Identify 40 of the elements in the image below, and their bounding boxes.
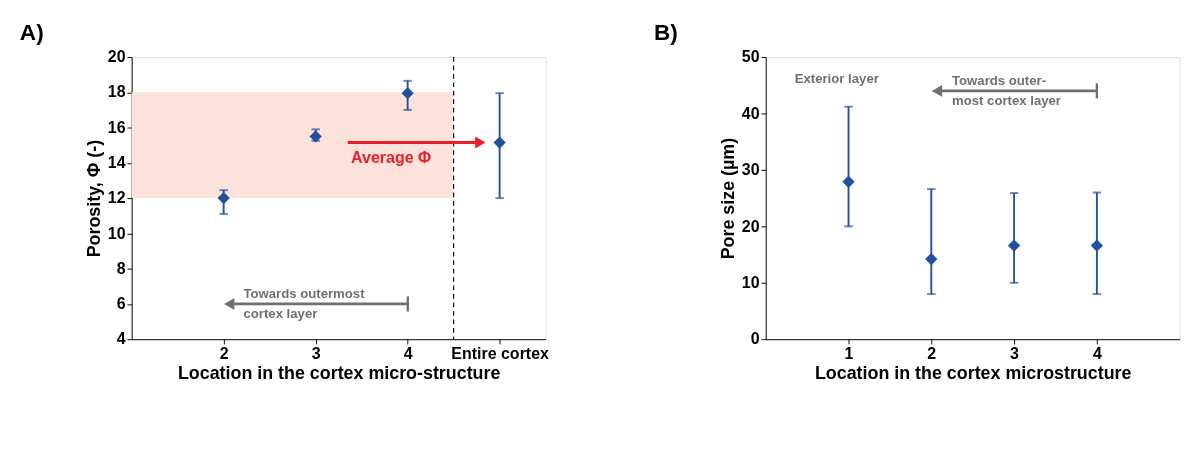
chart-title: B)	[653, 20, 678, 46]
y-tick-label: 8	[116, 259, 126, 277]
y-axis-title: Porosity, Φ (-)	[84, 139, 105, 258]
y-tick-label: 0	[750, 330, 760, 348]
x-tick-label: 4	[1092, 344, 1102, 362]
point	[842, 175, 855, 188]
y-tick-label: 30	[741, 161, 760, 179]
x-tick-label: 2	[927, 344, 937, 362]
point	[1090, 239, 1103, 252]
y-tick-label: 18	[107, 83, 126, 101]
annotation: Towards outermost cortex layer	[243, 286, 366, 322]
x-axis-title: Location in the cortex micro-structure	[177, 363, 501, 384]
y-tick-label: 10	[741, 273, 760, 291]
annotation: Towards outer-most cortex layer	[952, 73, 1061, 108]
chart-title: A)	[19, 20, 44, 46]
x-tick-label: 1	[844, 344, 854, 362]
y-tick-label: 20	[741, 217, 760, 235]
y-tick-label: 16	[107, 118, 126, 136]
y-tick-label: 4	[116, 330, 126, 348]
point	[401, 87, 414, 100]
x-tick-label: 3	[311, 344, 321, 362]
annotation: Average Φ	[351, 149, 432, 167]
y-tick-label: 20	[107, 48, 126, 66]
y-tick-label: 12	[107, 189, 126, 207]
point	[493, 136, 506, 149]
y-tick-label: 40	[741, 104, 760, 122]
x-tick-label: Entire cortex	[451, 344, 550, 362]
x-tick-label: 4	[403, 344, 413, 362]
x-tick-label: 2	[219, 344, 229, 362]
y-axis-title: Pore size (µm)	[718, 137, 739, 260]
y-tick-label: 14	[107, 154, 126, 172]
x-axis-title: Location in the cortex microstructure	[814, 363, 1132, 384]
x-tick-label: 3	[1010, 344, 1020, 362]
point	[1007, 239, 1021, 252]
annotation: Exterior layer	[794, 71, 879, 87]
point	[217, 191, 230, 205]
y-tick-label: 6	[116, 295, 126, 313]
point	[925, 252, 938, 266]
y-tick-label: 50	[741, 48, 760, 66]
y-tick-label: 10	[107, 224, 126, 242]
